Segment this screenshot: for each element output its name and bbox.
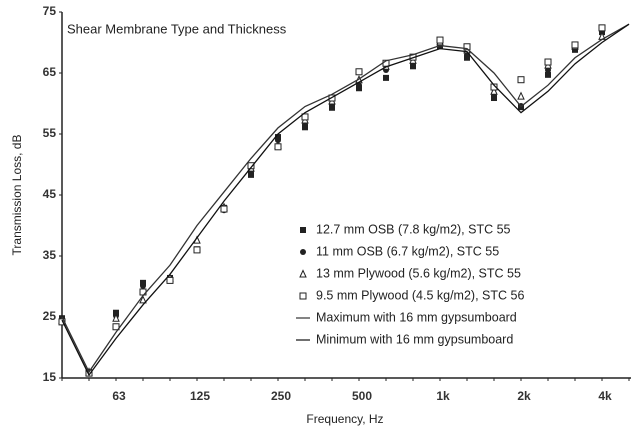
- x-tick-label: 500: [352, 389, 372, 403]
- legend-swatch: [299, 269, 307, 278]
- y-tick-label: 65: [43, 65, 57, 79]
- legend-label: Maximum with 16 mm gypsumboard: [316, 310, 517, 324]
- data-point: [464, 54, 470, 61]
- legend-swatch: [299, 292, 307, 300]
- data-point: [220, 205, 228, 213]
- data-point: [112, 323, 120, 331]
- data-point: [274, 143, 282, 151]
- data-point: [112, 313, 120, 322]
- data-point: [463, 43, 471, 51]
- series-line: [61, 23, 630, 374]
- data-point: [544, 58, 552, 66]
- data-point: [490, 86, 498, 95]
- data-point: [491, 95, 497, 102]
- legend-label: 11 mm OSB (6.7 kg/m2), STC 55: [316, 244, 499, 258]
- legend-label: Minimum with 16 mm gypsumboard: [316, 332, 513, 346]
- y-tick-label: 15: [43, 370, 57, 384]
- x-tick-label: 250: [271, 389, 291, 403]
- data-point: [383, 74, 389, 81]
- legend-swatch: [300, 249, 306, 255]
- x-tick-label: 125: [190, 389, 210, 403]
- y-tick-label: 55: [43, 126, 57, 140]
- series-line: [61, 23, 630, 377]
- y-tick-label: 75: [43, 4, 57, 18]
- x-tick-label: 2k: [517, 389, 531, 403]
- data-point: [193, 246, 201, 254]
- data-point: [598, 24, 606, 32]
- data-point: [517, 76, 525, 84]
- data-point: [301, 113, 309, 121]
- y-tick-label: 45: [43, 187, 57, 201]
- y-tick-label: 25: [43, 309, 57, 323]
- data-point: [85, 369, 93, 377]
- data-point: [517, 91, 525, 100]
- x-tick-label: 4k: [598, 389, 612, 403]
- legend-label: 12.7 mm OSB (7.8 kg/m2), STC 55: [316, 222, 511, 236]
- data-point: [356, 85, 362, 92]
- data-point: [140, 279, 146, 286]
- data-point: [302, 124, 308, 131]
- data-point: [248, 171, 254, 178]
- data-point: [329, 104, 335, 111]
- data-point: [436, 36, 444, 44]
- legend-label: 13 mm Plywood (5.6 kg/m2), STC 55: [316, 266, 521, 280]
- x-axis-label: Frequency, Hz: [306, 412, 383, 426]
- data-point: [140, 282, 146, 289]
- data-point: [545, 71, 551, 78]
- x-tick-label: 63: [112, 389, 126, 403]
- x-tick-label: 1k: [436, 389, 450, 403]
- legend-label: 9.5 mm Plywood (4.5 kg/m2), STC 56: [316, 288, 524, 302]
- data-point: [166, 276, 174, 284]
- y-axis-label: Transmission Loss, dB: [10, 135, 24, 256]
- data-point: [355, 68, 363, 76]
- data-point: [571, 41, 579, 49]
- data-point: [139, 295, 147, 304]
- y-tick-label: 35: [43, 248, 57, 262]
- legend-swatch: [300, 227, 306, 233]
- chart-title: Shear Membrane Type and Thickness: [67, 21, 287, 36]
- data-point: [113, 309, 119, 316]
- data-point: [490, 83, 498, 91]
- data-point: [247, 162, 255, 170]
- data-point: [275, 134, 281, 141]
- data-point: [275, 137, 281, 144]
